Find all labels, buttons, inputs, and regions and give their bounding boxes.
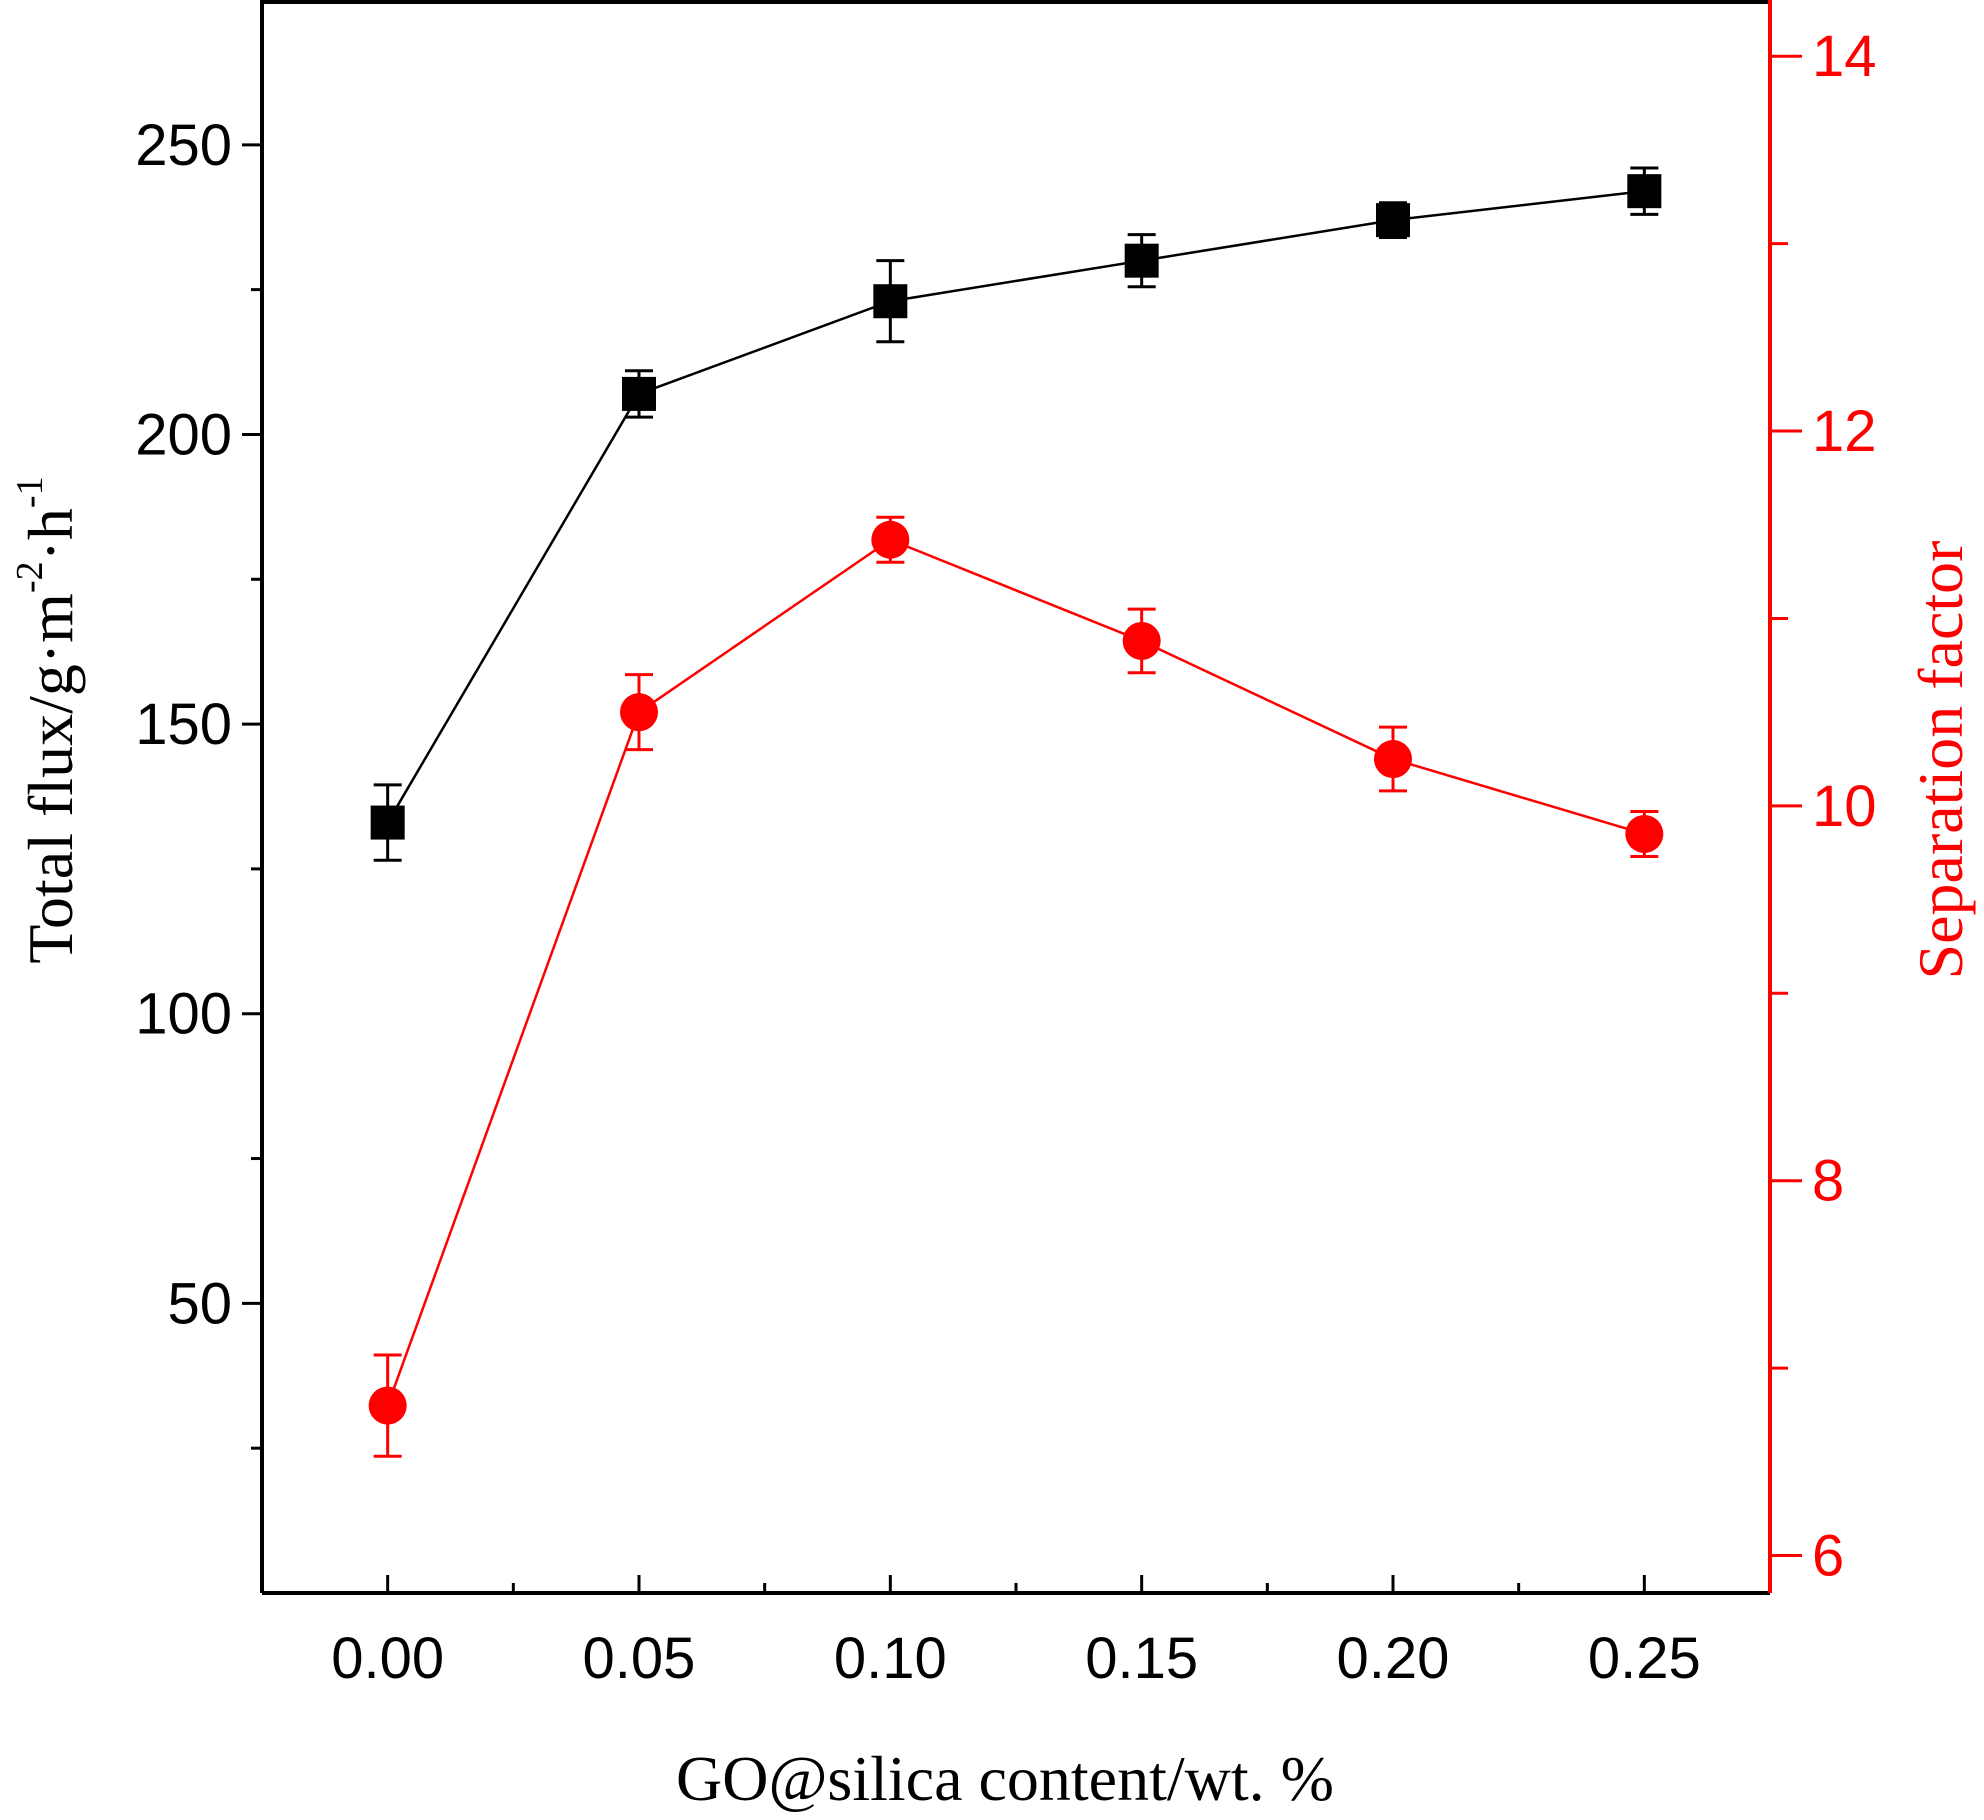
data-point-square — [1124, 243, 1159, 278]
axes: 0.00 0.05 0.10 0.15 0.20 0.25 50 100 150 200 250 6 8… — [135, 0, 1877, 1691]
series-1-line — [386, 189, 1645, 824]
data-point-circle — [1122, 621, 1161, 660]
left-y-tick-label: 100 — [135, 982, 232, 1047]
data-point-square — [1376, 203, 1410, 238]
left-y-tick-label: 200 — [135, 402, 232, 467]
data-point-circle — [368, 1386, 407, 1425]
data-point-square — [622, 376, 656, 411]
x-axis-title: GO@silica content/wt. % — [676, 1743, 1334, 1814]
right-axis-title: Separation factor — [1905, 541, 1976, 980]
x-tick-label: 0.00 — [331, 1626, 444, 1691]
left-y-tick-label: 50 — [167, 1271, 232, 1336]
right-y-tick-label: 6 — [1812, 1524, 1844, 1589]
x-tick-label: 0.10 — [834, 1626, 947, 1691]
x-tick-label: 0.25 — [1588, 1626, 1701, 1691]
x-tick-label: 0.05 — [583, 1626, 696, 1691]
data-point-circle — [1374, 740, 1412, 779]
series-2-line — [386, 538, 1645, 1407]
left-y-tick-label: 250 — [135, 113, 232, 178]
right-y-tick-label: 12 — [1812, 399, 1877, 464]
data-point-square — [873, 284, 908, 319]
plot-layer — [368, 166, 1664, 1458]
x-tick-label: 0.15 — [1085, 1626, 1198, 1691]
data-point-circle — [1625, 814, 1664, 853]
data-point-circle — [871, 520, 910, 559]
left-axis-title: Total flux/g·m-2·h-1 — [9, 476, 86, 963]
data-point-square — [1627, 174, 1662, 209]
right-y-tick-label: 8 — [1812, 1149, 1844, 1214]
x-tick-label: 0.20 — [1337, 1626, 1450, 1691]
data-point-circle — [620, 693, 658, 732]
right-y-tick-label: 10 — [1812, 774, 1877, 839]
left-y-tick-label: 150 — [135, 692, 232, 757]
data-point-square — [370, 805, 405, 840]
right-y-tick-label: 14 — [1812, 24, 1877, 89]
